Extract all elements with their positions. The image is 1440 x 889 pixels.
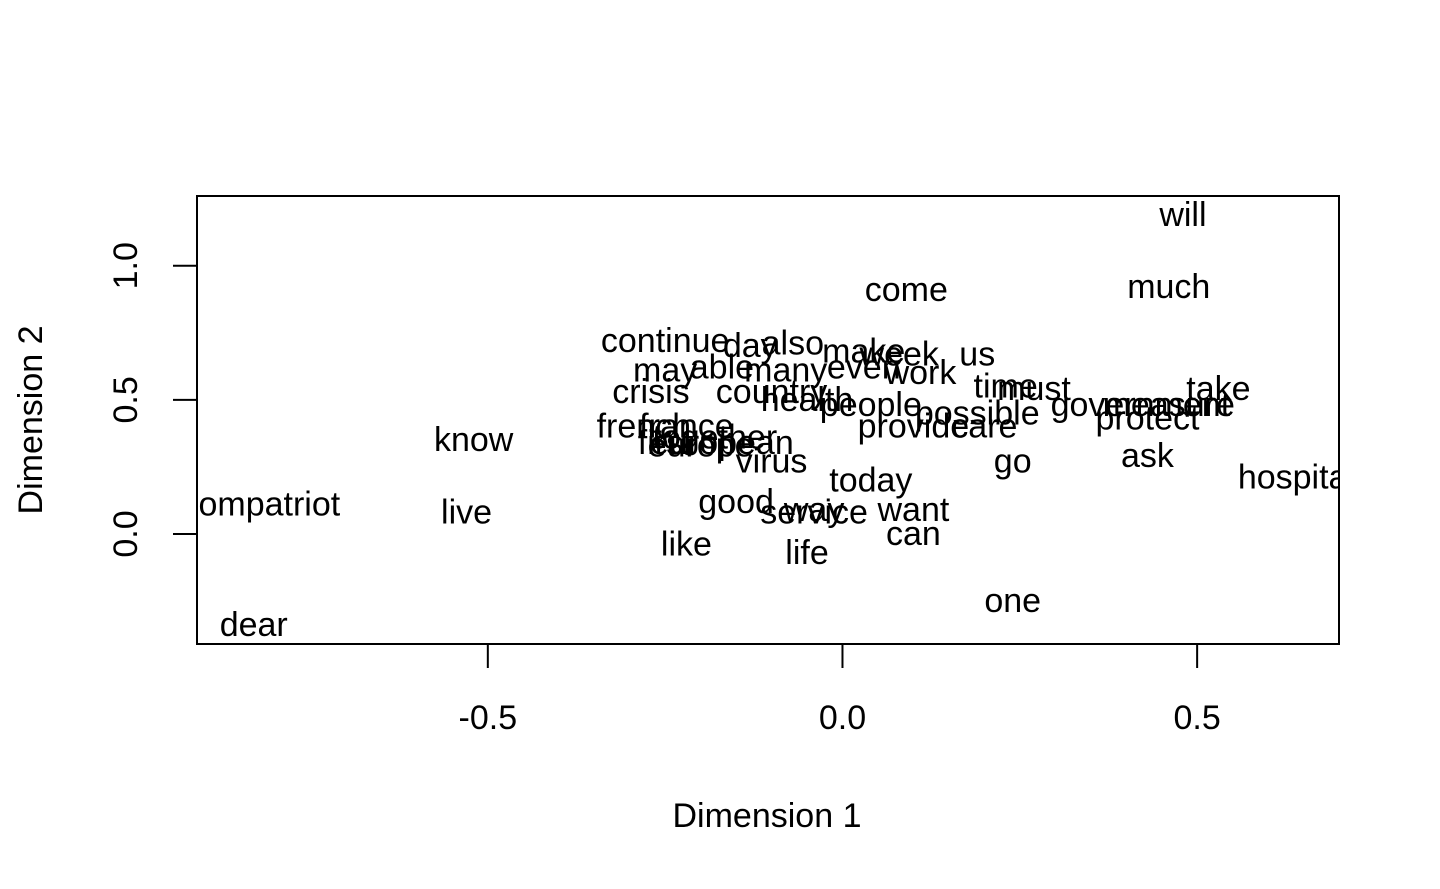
point-label: european xyxy=(650,424,794,462)
point-label: first xyxy=(638,424,693,462)
point-label: work xyxy=(884,354,958,392)
point-label: able xyxy=(690,349,754,387)
point-label: dear xyxy=(220,606,288,644)
point-label: one xyxy=(984,582,1041,620)
point-label: way xyxy=(783,491,844,529)
point-label: service xyxy=(760,494,868,532)
y-tick-label: 1.0 xyxy=(107,242,145,289)
point-label: make xyxy=(822,333,905,371)
point-label: virus xyxy=(736,443,808,481)
point-label: will xyxy=(1158,196,1206,234)
point-label: europe xyxy=(648,426,754,464)
point-label: live xyxy=(441,494,492,532)
point-label: can xyxy=(886,515,941,553)
point-label: people xyxy=(820,386,922,424)
point-label: government xyxy=(1051,386,1231,424)
point-label: many xyxy=(744,351,827,389)
point-label: possible xyxy=(915,394,1040,432)
point-label: us xyxy=(959,335,995,373)
y-tick-label: 0.5 xyxy=(107,376,145,423)
x-axis-title: Dimension 1 xyxy=(673,797,862,835)
point-label: care xyxy=(951,408,1017,446)
y-tick-label: 0.0 xyxy=(107,510,145,557)
point-label: know xyxy=(434,421,514,459)
point-label: protect xyxy=(1096,400,1200,438)
point-label: provide xyxy=(858,408,970,446)
point-label: today xyxy=(829,461,912,499)
point-label: like xyxy=(661,526,712,564)
point-label: also xyxy=(762,325,824,363)
x-tick-label: 0.5 xyxy=(1174,699,1221,737)
point-label: france xyxy=(639,408,734,446)
point-label: much xyxy=(1127,268,1210,306)
point-label: week xyxy=(859,335,940,373)
point-label: day xyxy=(723,327,778,365)
y-axis-title: Dimension 2 xyxy=(12,326,50,515)
point-label: life xyxy=(785,534,828,572)
point-label: ask xyxy=(1121,437,1175,475)
point-label: may xyxy=(633,351,697,389)
point-label: time xyxy=(974,367,1038,405)
point-label: good xyxy=(698,483,774,521)
point-label: together xyxy=(652,418,777,456)
point-label: continue xyxy=(601,322,730,360)
point-label: come xyxy=(865,271,948,309)
x-axis: -0.5 0.0 0.5 xyxy=(459,643,1221,737)
point-label: compatriot xyxy=(181,486,340,524)
point-label: measure xyxy=(1103,386,1235,424)
point-label: crisis xyxy=(612,373,689,411)
point-label: want xyxy=(876,491,949,529)
point-label: must xyxy=(997,370,1071,408)
point-label: french xyxy=(597,408,692,446)
x-tick-label: -0.5 xyxy=(459,699,518,737)
point-label: take xyxy=(1186,370,1250,408)
x-tick-label: 0.0 xyxy=(819,699,866,737)
point-label: country xyxy=(716,373,828,411)
y-axis: 0.0 0.5 1.0 xyxy=(107,242,198,558)
point-label: go xyxy=(994,443,1032,481)
point-label: health xyxy=(761,381,854,419)
point-label: even xyxy=(827,349,901,387)
point-label: hospital xyxy=(1238,459,1355,497)
